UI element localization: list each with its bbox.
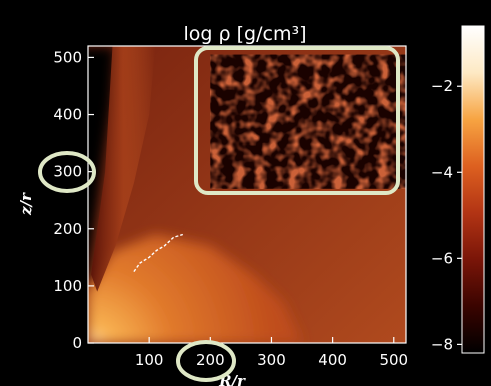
y-axis: 0 100 200 300 400 500 [53, 48, 94, 352]
highlight-box-zoom [194, 46, 400, 195]
colorbar-tick-label: −4 [431, 163, 453, 181]
x-tick-label: 100 [135, 351, 164, 369]
colorbar-tick-label: −8 [431, 335, 453, 353]
colorbar-tick-label: −6 [431, 249, 453, 267]
x-tick-label: 300 [257, 351, 286, 369]
colorbar-tick-label: −2 [431, 77, 453, 95]
y-tick-label: 200 [53, 220, 82, 238]
y-tick-label: 0 [72, 334, 82, 352]
y-tick-label: 100 [53, 277, 82, 295]
highlight-ring-y300 [38, 151, 96, 193]
y-axis-label: z/r [17, 192, 35, 216]
highlight-ring-x200 [176, 340, 236, 382]
chart-title: log ρ [g/cm³] [184, 23, 307, 45]
x-tick-label: 400 [318, 351, 347, 369]
y-tick-label: 400 [53, 106, 82, 124]
x-axis: 100 200 300 400 500 [135, 337, 408, 369]
white-tracer-streak [133, 233, 184, 273]
x-tick-label: 200 [196, 351, 225, 369]
evacuated-funnel [88, 46, 116, 281]
y-tick-label: 500 [53, 48, 82, 66]
zoom-panel-texture [210, 54, 406, 189]
colorbar-ticks: −2 −4 −6 −8 [431, 77, 462, 353]
outflow-sheet [91, 46, 156, 292]
colorbar [461, 25, 485, 354]
y-tick-label: 300 [53, 163, 82, 181]
x-tick-label: 500 [379, 351, 408, 369]
x-axis-label: R/r [218, 372, 246, 386]
